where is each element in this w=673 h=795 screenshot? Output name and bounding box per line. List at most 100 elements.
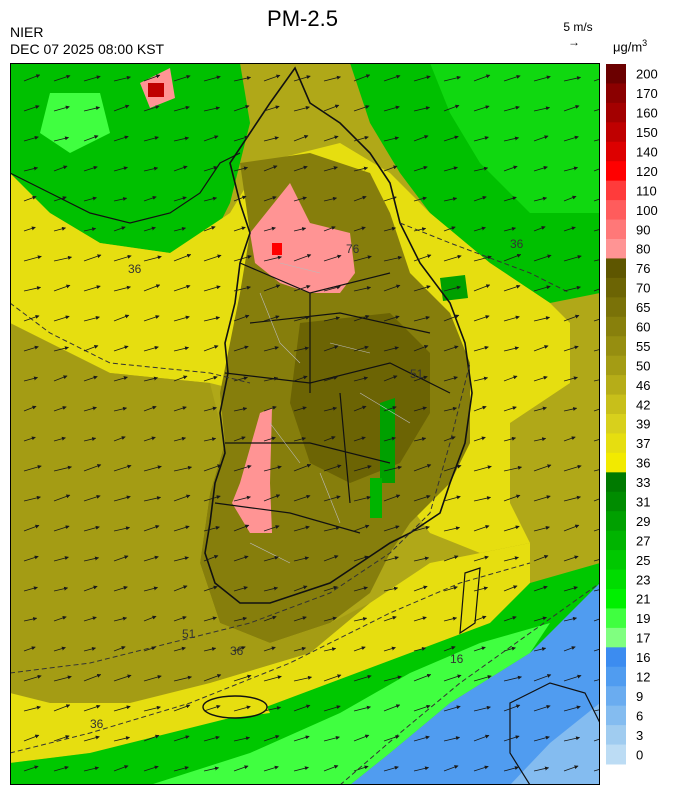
- colorbar-tick-label: 90: [636, 222, 650, 237]
- wind-arrow-icon: [143, 255, 162, 262]
- wind-arrow-icon: [143, 166, 159, 172]
- wind-arrow-icon: [143, 555, 159, 562]
- wind-arrow-icon: [293, 135, 309, 142]
- wind-arrow-icon: [473, 765, 489, 772]
- wind-arrow-icon: [113, 226, 126, 232]
- colorbar-tick-label: 6: [636, 708, 643, 723]
- colorbar-tick-label: 100: [636, 203, 658, 218]
- colorbar-box: [606, 666, 626, 687]
- colorbar-box: [606, 686, 626, 707]
- wind-arrow-icon: [533, 135, 549, 142]
- wind-arrow-icon: [353, 345, 369, 352]
- wind-arrow-icon: [533, 464, 552, 472]
- wind-arrow-icon: [83, 556, 99, 562]
- wind-arrow-icon: [53, 586, 69, 592]
- wind-arrow-icon: [473, 226, 486, 232]
- wind-arrow-icon: [533, 345, 549, 352]
- wind-arrow-icon: [143, 345, 159, 352]
- wind-arrow-icon: [473, 405, 487, 412]
- wind-arrow-icon: [233, 76, 251, 82]
- wind-arrow-icon: [173, 766, 189, 772]
- contour-label-16: 16: [450, 652, 464, 666]
- wind-arrow-icon: [503, 494, 521, 502]
- wind-arrow-icon: [383, 136, 399, 142]
- wind-arrow-icon: [143, 525, 160, 532]
- wind-arrow-icon: [53, 406, 67, 412]
- wind-arrow-icon: [533, 525, 550, 532]
- wind-arrow-icon: [53, 704, 71, 712]
- wind-arrow-icon: [413, 345, 429, 352]
- wind-arrow-icon: [83, 766, 99, 772]
- wind-arrow-icon: [353, 74, 371, 82]
- wind-arrow-icon: [113, 586, 128, 592]
- wind-arrow-icon: [533, 704, 551, 712]
- colorbar-tick-label: 150: [636, 125, 658, 140]
- wind-arrow-icon: [293, 165, 308, 172]
- colorbar-tick-label: 9: [636, 689, 643, 704]
- wind-arrow-icon: [173, 585, 188, 592]
- wind-arrow-icon: [413, 227, 427, 232]
- wind-arrow-icon: [473, 436, 486, 442]
- wind-reference-label: 5 m/s: [563, 20, 593, 34]
- wind-arrow-icon: [323, 406, 337, 412]
- wind-arrow-icon: [443, 314, 460, 322]
- wind-arrow-icon: [233, 135, 249, 142]
- wind-arrow-icon: [23, 345, 39, 352]
- wind-arrow-icon: [203, 495, 221, 502]
- colorbar-tick-label: 23: [636, 572, 650, 587]
- wind-arrow-icon: [23, 436, 36, 442]
- wind-arrow-icon: [503, 196, 517, 202]
- wind-arrow-icon: [383, 646, 396, 652]
- wind-arrow-icon: [413, 165, 428, 172]
- wind-arrow-icon: [563, 166, 578, 172]
- wind-arrow-icon: [353, 105, 370, 112]
- wind-arrow-icon: [173, 226, 186, 232]
- colorbar-tick-label: 170: [636, 86, 658, 101]
- wind-arrow-icon: [23, 226, 36, 232]
- wind-arrow-icon: [473, 345, 489, 352]
- wind-arrow-icon: [203, 525, 220, 532]
- wind-arrow-icon: [143, 284, 161, 292]
- wind-arrow-icon: [383, 255, 402, 262]
- wind-arrow-icon: [263, 74, 281, 82]
- wind-arrow-icon: [263, 226, 276, 232]
- wind-arrow-icon: [83, 227, 97, 232]
- wind-arrow-icon: [563, 464, 582, 472]
- field-pink-hotspot-southwest: [232, 408, 272, 533]
- wind-arrow-icon: [503, 766, 519, 772]
- wind-arrow-icon: [23, 105, 40, 112]
- wind-arrow-icon: [353, 674, 372, 682]
- wind-arrow-icon: [383, 616, 397, 622]
- wind-arrow-icon: [113, 197, 128, 202]
- map-frame: [10, 63, 600, 785]
- colorbar-tick-label: 21: [636, 592, 650, 607]
- wind-arrow-icon: [323, 285, 341, 292]
- wind-arrow-icon: [533, 285, 551, 292]
- field-red-cell: [272, 243, 282, 255]
- colorbar-box: [606, 336, 626, 357]
- contour-label-36-south: 36: [230, 644, 244, 658]
- wind-arrow-icon: [593, 589, 600, 592]
- wind-arrow-icon: [203, 166, 218, 172]
- wind-arrow-icon: [293, 227, 307, 232]
- wind-arrow-icon: [263, 406, 277, 412]
- wind-arrow-icon: [323, 647, 337, 652]
- wind-arrow-icon: [203, 106, 220, 112]
- wind-arrow-icon: [353, 315, 370, 322]
- wind-arrow-icon: [353, 586, 368, 592]
- wind-arrow-icon: [473, 646, 486, 652]
- wind-arrow-icon: [473, 166, 489, 172]
- wind-arrow-icon: [443, 376, 458, 382]
- wind-arrow-icon: [143, 765, 159, 772]
- wind-arrow-icon: [203, 555, 219, 562]
- wind-arrow-icon: [413, 704, 431, 712]
- wind-arrow-icon: [503, 406, 517, 412]
- wind-arrow-icon: [233, 586, 248, 592]
- wind-arrow-icon: [473, 586, 488, 592]
- colorbar-box: [606, 550, 626, 571]
- wind-arrow-icon: [383, 315, 400, 322]
- wind-arrow-icon: [323, 196, 337, 202]
- coast-japan-kyushu: [509, 682, 600, 785]
- wind-arrow-icon: [293, 556, 309, 562]
- wind-arrow-icon: [293, 346, 309, 352]
